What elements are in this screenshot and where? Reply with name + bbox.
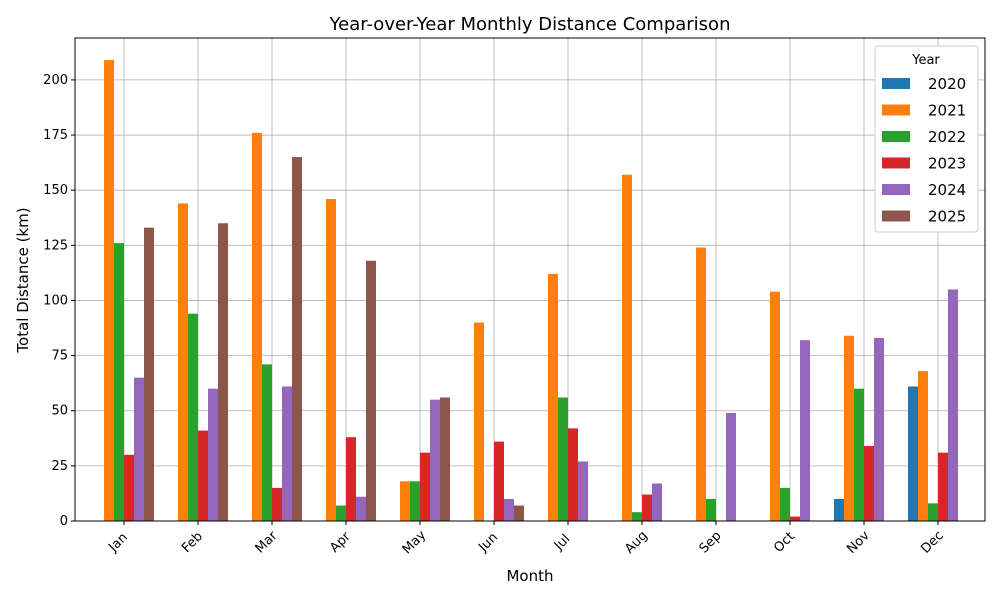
y-tick-label: 150: [43, 183, 68, 198]
legend-label-2020: 2020: [928, 75, 966, 93]
legend: Year 2020 2021 2022 2023 2024 2025: [874, 45, 979, 233]
bar-2023-jan: [124, 454, 134, 521]
plot-frame: [74, 37, 986, 522]
bar-2021-aug: [622, 174, 632, 521]
bar-2024-jan: [134, 377, 144, 521]
bar-2022-apr: [336, 505, 346, 521]
chart-title: Year-over-Year Monthly Distance Comparis…: [329, 14, 731, 35]
bar-2023-dec: [938, 452, 948, 521]
bar-2023-jun: [494, 441, 504, 521]
bar-2021-apr: [326, 199, 336, 521]
legend-swatch-2021: [882, 104, 910, 116]
y-tick-label: 100: [43, 293, 68, 308]
bar-2024-dec: [948, 289, 958, 521]
bar-2022-jan: [114, 243, 124, 521]
bar-2025-jan: [144, 227, 154, 521]
bar-2022-jul: [558, 397, 568, 521]
y-tick-label: 25: [51, 459, 68, 474]
bar-2021-may: [400, 481, 410, 521]
bar-2022-aug: [632, 512, 642, 521]
legend-title: Year: [911, 53, 940, 68]
bar-2022-dec: [928, 503, 938, 521]
bar-2024-jun: [504, 498, 514, 521]
bar-2020-dec: [908, 386, 918, 521]
legend-swatch-2023: [882, 157, 910, 169]
bar-2024-may: [430, 399, 440, 521]
legend-swatch-2025: [882, 210, 910, 222]
bar-2024-nov: [874, 337, 884, 521]
bar-2024-oct: [800, 340, 810, 521]
bar-2021-feb: [178, 203, 188, 522]
bar-2021-mar: [252, 132, 262, 521]
x-axis-label: Month: [506, 567, 553, 585]
bar-2022-mar: [262, 364, 272, 521]
bar-2023-nov: [864, 446, 874, 521]
bar-2025-apr: [366, 260, 376, 521]
bar-2021-oct: [770, 291, 780, 521]
legend-swatch-2020: [882, 78, 910, 89]
bar-2023-feb: [198, 430, 208, 521]
bar-2023-jul: [568, 428, 578, 521]
bar-2023-oct: [790, 516, 800, 521]
legend-label-2024: 2024: [928, 181, 966, 199]
bar-2020-nov: [834, 498, 844, 521]
bar-2022-feb: [188, 313, 198, 521]
legend-label-2023: 2023: [928, 155, 966, 173]
bar-2021-sep: [696, 247, 706, 521]
y-tick-label: 75: [51, 349, 68, 364]
bar-2021-nov: [844, 335, 854, 521]
bar-2022-sep: [706, 498, 716, 521]
legend-label-2021: 2021: [928, 102, 966, 120]
bar-2023-mar: [272, 487, 282, 521]
y-axis-label: Total Distance (km): [14, 207, 32, 353]
y-tick-label: 200: [43, 73, 68, 88]
legend-swatch-2022: [882, 131, 910, 142]
bar-2025-feb: [218, 223, 228, 522]
bar-2022-may: [410, 481, 420, 521]
bar-2024-sep: [726, 412, 736, 521]
bar-2025-jun: [514, 505, 524, 521]
bar-2022-nov: [854, 388, 864, 521]
bar-2025-may: [440, 397, 450, 521]
bar-2021-jan: [104, 60, 114, 521]
y-tick-label: 175: [43, 128, 68, 143]
bar-2022-oct: [780, 487, 790, 521]
bar-2024-aug: [652, 483, 662, 521]
bar-2024-mar: [282, 386, 292, 521]
legend-label-2025: 2025: [928, 208, 966, 226]
legend-swatch-2024: [882, 184, 910, 195]
bar-2023-aug: [642, 494, 652, 521]
bar-2024-feb: [208, 388, 218, 521]
y-tick-label: 125: [43, 238, 68, 253]
bar-2025-mar: [292, 157, 302, 521]
bar-2021-jul: [548, 273, 558, 521]
bar-2024-jul: [578, 461, 588, 521]
y-tick-label: 0: [60, 514, 68, 529]
legend-label-2022: 2022: [928, 128, 966, 146]
bar-2021-dec: [918, 371, 928, 521]
bar-2021-jun: [474, 322, 484, 521]
bar-2023-may: [420, 452, 430, 521]
y-tick-label: 50: [51, 404, 68, 419]
bar-2024-apr: [356, 496, 366, 521]
bar-2023-apr: [346, 437, 356, 521]
